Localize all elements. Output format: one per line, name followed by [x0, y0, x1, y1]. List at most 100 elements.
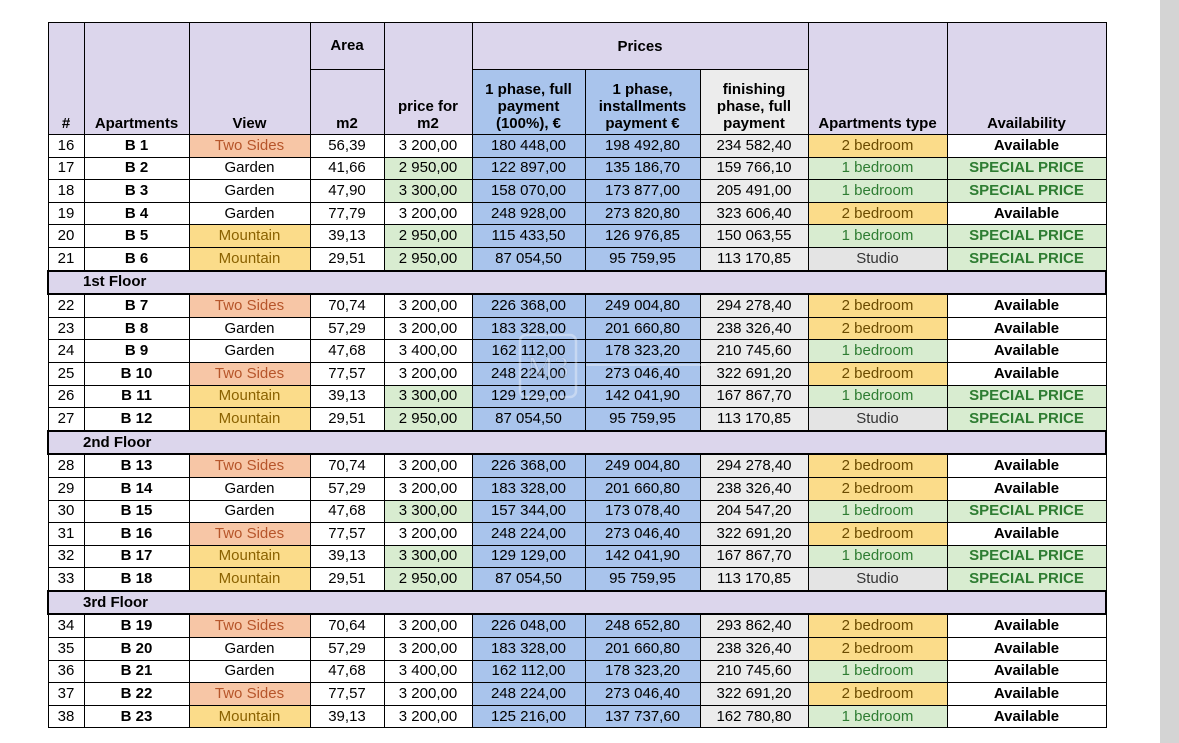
area-cell: 41,66 — [309, 156, 385, 181]
full-payment-cell: 183 328,00 — [471, 476, 586, 501]
availability-cell: SPECIAL PRICE — [946, 246, 1107, 272]
area-cell: 47,68 — [309, 659, 385, 684]
full-payment-cell: 157 344,00 — [471, 499, 586, 524]
header-prices: Prices — [471, 22, 809, 70]
apartment-type-cell: 2 bedroom — [807, 453, 948, 478]
area-cell: 77,79 — [309, 201, 385, 226]
table-row: 23 B 8 Garden 57,29 3 200,00 183 328,00 201 66… — [47, 316, 1107, 341]
row-number-cell: 17 — [47, 156, 85, 181]
apartment-type-cell: 1 bedroom — [807, 499, 948, 524]
header-finishing: finishing phase, full payment — [699, 69, 809, 135]
price-per-m2-cell: 3 200,00 — [383, 361, 473, 386]
apartment-id-cell: B 4 — [83, 201, 190, 226]
floor-label: 1st Floor — [47, 269, 1107, 296]
row-number-cell: 30 — [47, 499, 85, 524]
apartment-id-cell: B 7 — [83, 293, 190, 318]
installments-payment-cell: 142 041,90 — [584, 384, 701, 409]
header-availability: Availability — [946, 22, 1107, 135]
availability-cell: Available — [946, 704, 1107, 729]
full-payment-cell: 129 129,00 — [471, 384, 586, 409]
availability-cell: SPECIAL PRICE — [946, 179, 1107, 203]
installments-payment-cell: 173 877,00 — [584, 179, 701, 203]
apartment-type-cell: Studio — [807, 567, 948, 592]
area-cell: 70,74 — [309, 453, 385, 478]
full-payment-cell: 248 224,00 — [471, 361, 586, 386]
table-row: 26 B 11 Mountain 39,13 3 300,00 129 129,00 142… — [47, 384, 1107, 409]
apartment-id-cell: B 12 — [83, 407, 190, 432]
price-per-m2-cell: 3 200,00 — [383, 637, 473, 661]
installments-payment-cell: 249 004,80 — [584, 453, 701, 478]
row-number-cell: 27 — [47, 407, 85, 432]
vertical-scrollbar[interactable] — [1160, 0, 1179, 743]
view-cell: Mountain — [188, 384, 311, 409]
price-per-m2-cell: 3 200,00 — [383, 682, 473, 706]
row-number-cell: 36 — [47, 659, 85, 684]
apartment-type-cell: 2 bedroom — [807, 476, 948, 501]
price-per-m2-cell: 3 300,00 — [383, 384, 473, 409]
row-number-cell: 18 — [47, 179, 85, 203]
full-payment-cell: 115 433,50 — [471, 224, 586, 248]
installments-payment-cell: 126 976,85 — [584, 224, 701, 248]
view-cell: Garden — [188, 637, 311, 661]
apartment-id-cell: B 6 — [83, 246, 190, 272]
availability-cell: Available — [946, 361, 1107, 386]
full-payment-cell: 162 112,00 — [471, 339, 586, 363]
installments-payment-cell: 273 046,40 — [584, 522, 701, 546]
scrollbar-thumb[interactable] — [1160, 0, 1179, 743]
finishing-payment-cell: 205 491,00 — [699, 179, 809, 203]
finishing-payment-cell: 238 326,40 — [699, 476, 809, 501]
apartment-id-cell: B 11 — [83, 384, 190, 409]
price-per-m2-cell: 3 300,00 — [383, 179, 473, 203]
installments-payment-cell: 273 046,40 — [584, 682, 701, 706]
view-cell: Garden — [188, 201, 311, 226]
area-cell: 57,29 — [309, 316, 385, 341]
availability-cell: SPECIAL PRICE — [946, 499, 1107, 524]
finishing-payment-cell: 234 582,40 — [699, 134, 809, 158]
finishing-payment-cell: 294 278,40 — [699, 293, 809, 318]
apartment-type-cell: Studio — [807, 246, 948, 272]
table-row: 30 B 15 Garden 47,68 3 300,00 157 344,00 173 0… — [47, 499, 1107, 524]
view-cell: Two Sides — [188, 522, 311, 546]
apartment-id-cell: B 19 — [83, 613, 190, 639]
table-row: 37 B 22 Two Sides 77,57 3 200,00 248 224,00 27… — [47, 682, 1107, 706]
row-number-cell: 34 — [47, 613, 85, 639]
apartment-id-cell: B 21 — [83, 659, 190, 684]
finishing-payment-cell: 322 691,20 — [699, 522, 809, 546]
apartment-id-cell: B 14 — [83, 476, 190, 501]
full-payment-cell: 87 054,50 — [471, 407, 586, 432]
apartment-id-cell: B 13 — [83, 453, 190, 478]
apartment-id-cell: B 16 — [83, 522, 190, 546]
installments-payment-cell: 201 660,80 — [584, 476, 701, 501]
apartment-id-cell: B 22 — [83, 682, 190, 706]
area-cell: 77,57 — [309, 361, 385, 386]
apartment-type-cell: 1 bedroom — [807, 224, 948, 248]
installments-payment-cell: 178 323,20 — [584, 659, 701, 684]
header-number: # — [47, 22, 85, 135]
finishing-payment-cell: 159 766,10 — [699, 156, 809, 181]
installments-payment-cell: 249 004,80 — [584, 293, 701, 318]
apartment-id-cell: B 20 — [83, 637, 190, 661]
view-cell: Garden — [188, 499, 311, 524]
table-row: 34 B 19 Two Sides 70,64 3 200,00 226 048,00 24… — [47, 613, 1107, 639]
price-per-m2-cell: 2 950,00 — [383, 567, 473, 592]
finishing-payment-cell: 322 691,20 — [699, 361, 809, 386]
availability-cell: SPECIAL PRICE — [946, 567, 1107, 592]
view-cell: Two Sides — [188, 453, 311, 478]
installments-payment-cell: 273 046,40 — [584, 361, 701, 386]
row-number-cell: 31 — [47, 522, 85, 546]
area-cell: 39,13 — [309, 544, 385, 569]
area-cell: 47,90 — [309, 179, 385, 203]
table-row: 33 B 18 Mountain 29,51 2 950,00 87 054,50 95 7… — [47, 567, 1107, 592]
price-per-m2-cell: 3 200,00 — [383, 134, 473, 158]
installments-payment-cell: 201 660,80 — [584, 637, 701, 661]
apartment-type-cell: 2 bedroom — [807, 613, 948, 639]
price-per-m2-cell: 2 950,00 — [383, 224, 473, 248]
apartment-id-cell: B 23 — [83, 704, 190, 729]
area-cell: 29,51 — [309, 407, 385, 432]
area-cell: 39,13 — [309, 384, 385, 409]
view-cell: Garden — [188, 156, 311, 181]
price-per-m2-cell: 3 200,00 — [383, 293, 473, 318]
table-row: 19 B 4 Garden 77,79 3 200,00 248 928,00 273 82… — [47, 201, 1107, 226]
full-payment-cell: 129 129,00 — [471, 544, 586, 569]
installments-payment-cell: 95 759,95 — [584, 567, 701, 592]
